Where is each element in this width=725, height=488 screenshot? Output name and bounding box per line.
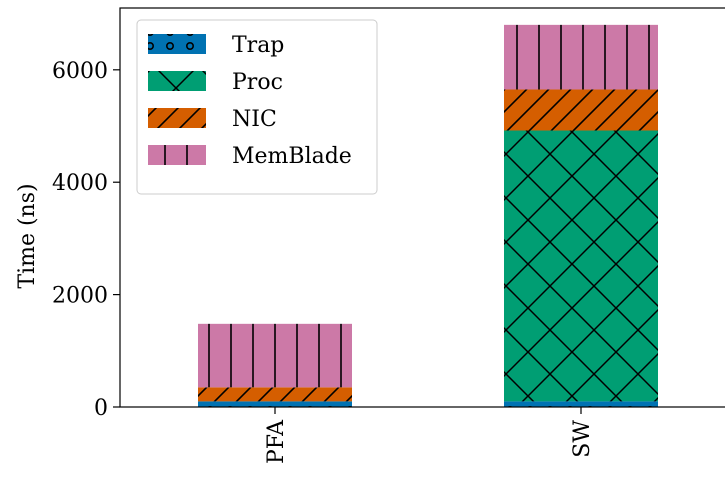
y-tick-label: 4000 <box>52 171 108 196</box>
x-tick-label-pfa: PFA <box>264 419 289 464</box>
legend-swatch-proc <box>148 71 206 91</box>
legend-label-memblade: MemBlade <box>232 144 352 169</box>
axes-layer: 0 2000 4000 6000 PFA SW <box>52 7 725 464</box>
y-tick-label: 0 <box>94 396 108 421</box>
legend-swatch-memblade <box>148 145 206 165</box>
y-tick-label: 2000 <box>52 284 108 309</box>
legend: Trap Proc NIC MemBlade <box>136 19 378 195</box>
bar-sw-nic <box>504 89 658 131</box>
bar-pfa-trap <box>198 401 352 407</box>
bar-sw-proc <box>504 130 658 402</box>
legend-label-trap: Trap <box>232 33 284 58</box>
bar-pfa-nic <box>198 387 352 402</box>
legend-swatch-trap <box>148 34 206 54</box>
bar-sw-memblade <box>504 24 658 90</box>
bar-pfa-memblade <box>198 323 352 388</box>
x-tick-label-sw: SW <box>570 420 595 458</box>
legend-label-proc: Proc <box>232 70 283 95</box>
legend-label-nic: NIC <box>232 107 277 132</box>
bar-sw-trap <box>504 401 658 407</box>
legend-swatch-nic <box>148 108 206 128</box>
plot-frame <box>119 7 725 408</box>
y-tick-label: 6000 <box>52 59 108 84</box>
y-axis-label: Time (ns) <box>15 183 40 288</box>
bars-layer <box>198 24 658 407</box>
